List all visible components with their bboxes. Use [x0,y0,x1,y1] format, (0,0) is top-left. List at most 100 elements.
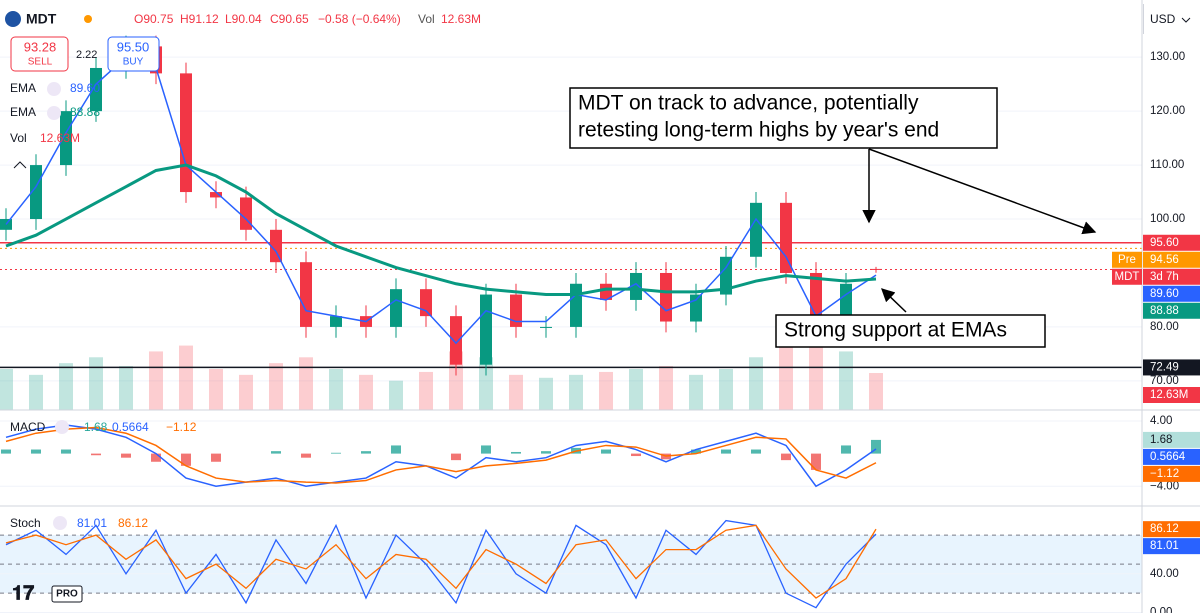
candle-body [60,111,72,166]
macd-hist-bar [721,449,731,454]
candle-body [210,192,222,198]
price-label: 81.01 [1150,540,1179,552]
candle-body [780,202,792,273]
annotation-text: MDT on track to advance, potentially [578,92,919,115]
macd-hist-bar [301,453,311,458]
price-label-box [1143,387,1200,403]
price-label-box [1143,251,1200,268]
y-tick-label: 0.00 [1150,607,1172,613]
volume-bar [179,345,193,410]
price-label-box [1143,448,1200,465]
candle-body [480,294,492,365]
legend-value: 12.63M [40,131,80,145]
y-tick-label: 80.00 [1150,321,1179,333]
price-label-box [1143,359,1200,376]
collapse-icon[interactable] [13,161,27,169]
volume-bar [0,369,13,410]
symbol[interactable]: MDT [26,11,57,27]
candle-body [390,289,402,327]
price-label-box [1143,268,1200,285]
vol: 12.63M [441,12,481,26]
volume-bar [869,373,883,410]
macd-hist-bar [31,449,41,454]
macd-hist-bar [451,453,461,461]
y-tick-label: 70.00 [1150,375,1179,387]
price-tag: Pre [1118,254,1136,266]
sell-label: SELL [28,57,53,68]
logo-mark: 𝟏𝟕 [12,582,34,604]
symbol-logo [5,11,21,27]
legend-name: EMA [10,105,36,119]
y-tick-label: 100.00 [1150,213,1185,225]
volume-bar [809,336,823,410]
y-tick-label: 4.00 [1150,415,1172,427]
macd-hist-bar [691,449,701,454]
macd-hist-bar [91,453,101,456]
candle-body [30,165,42,220]
stoch-k-value: 81.01 [77,516,107,530]
buy-button[interactable] [107,36,160,72]
macd-line [5,426,877,484]
macd-hist-bar [1,449,11,454]
price-label-box [1143,431,1200,448]
macd-hist-bar [811,453,821,470]
logo-badge [51,585,83,603]
volume-bar [269,363,283,410]
volume-bar [359,374,373,410]
volume-bar [479,357,493,410]
candle-body [420,289,432,317]
price-label: −1.12 [1150,468,1179,480]
price-label: 94.56 [1150,254,1179,266]
y-tick-label: −4.00 [1150,480,1179,492]
candle-body [570,283,582,327]
currency[interactable]: USD [1150,12,1176,26]
change: −0.58 (−0.64%) [318,12,401,26]
open: O90.75 [134,12,174,26]
candle-body [870,268,882,270]
macd-value: 0.5664 [112,420,149,434]
legend-value: 88.88 [70,105,100,119]
legend-name: EMA [10,81,36,95]
y-tick-label: 130.00 [1150,51,1185,63]
buy-label: BUY [123,57,144,68]
macd-hist-bar [841,445,851,454]
price-label-box [1143,285,1200,302]
price-label-box [1143,234,1200,251]
candle-body [510,294,522,327]
high: H91.12 [180,12,219,26]
volume-bar [629,369,643,410]
volume-bar [839,351,853,410]
stoch-line [5,519,877,609]
macd-hist-bar [541,451,551,454]
candle-body [90,67,102,112]
annotation-text: retesting long-term highs by year's end [578,119,939,142]
price-tag-box [1112,268,1142,285]
candle-body [180,73,192,193]
price-label: 72.49 [1150,361,1179,373]
volume-bar [509,374,523,410]
volume-bar [119,366,133,410]
buy-price: 95.50 [117,39,150,54]
macd-hist-bar [871,439,881,454]
candle-body [720,256,732,295]
macd-hist-bar [121,453,131,458]
candle-body [450,316,462,365]
macd-hist-value: 1.68 [84,420,108,434]
macd-hist-bar [511,451,521,454]
macd-hist-bar [631,453,641,457]
price-tag: MDT [1115,271,1140,283]
price-label-box [1143,521,1200,538]
macd-hist-bar [271,451,281,454]
sell-price: 93.28 [24,39,57,54]
legend-icon [47,106,61,120]
price-label: 95.60 [1150,237,1179,249]
price-label: 88.88 [1150,305,1179,317]
stoch-d-value: 86.12 [118,516,148,530]
legend-name: Vol [10,131,27,145]
volume-bar [149,351,163,410]
price-label: 3d 7h [1150,271,1179,283]
price-label-box [1143,302,1200,319]
volume-bar [719,369,733,410]
sell-button[interactable] [10,36,69,72]
volume-bar [599,371,613,410]
